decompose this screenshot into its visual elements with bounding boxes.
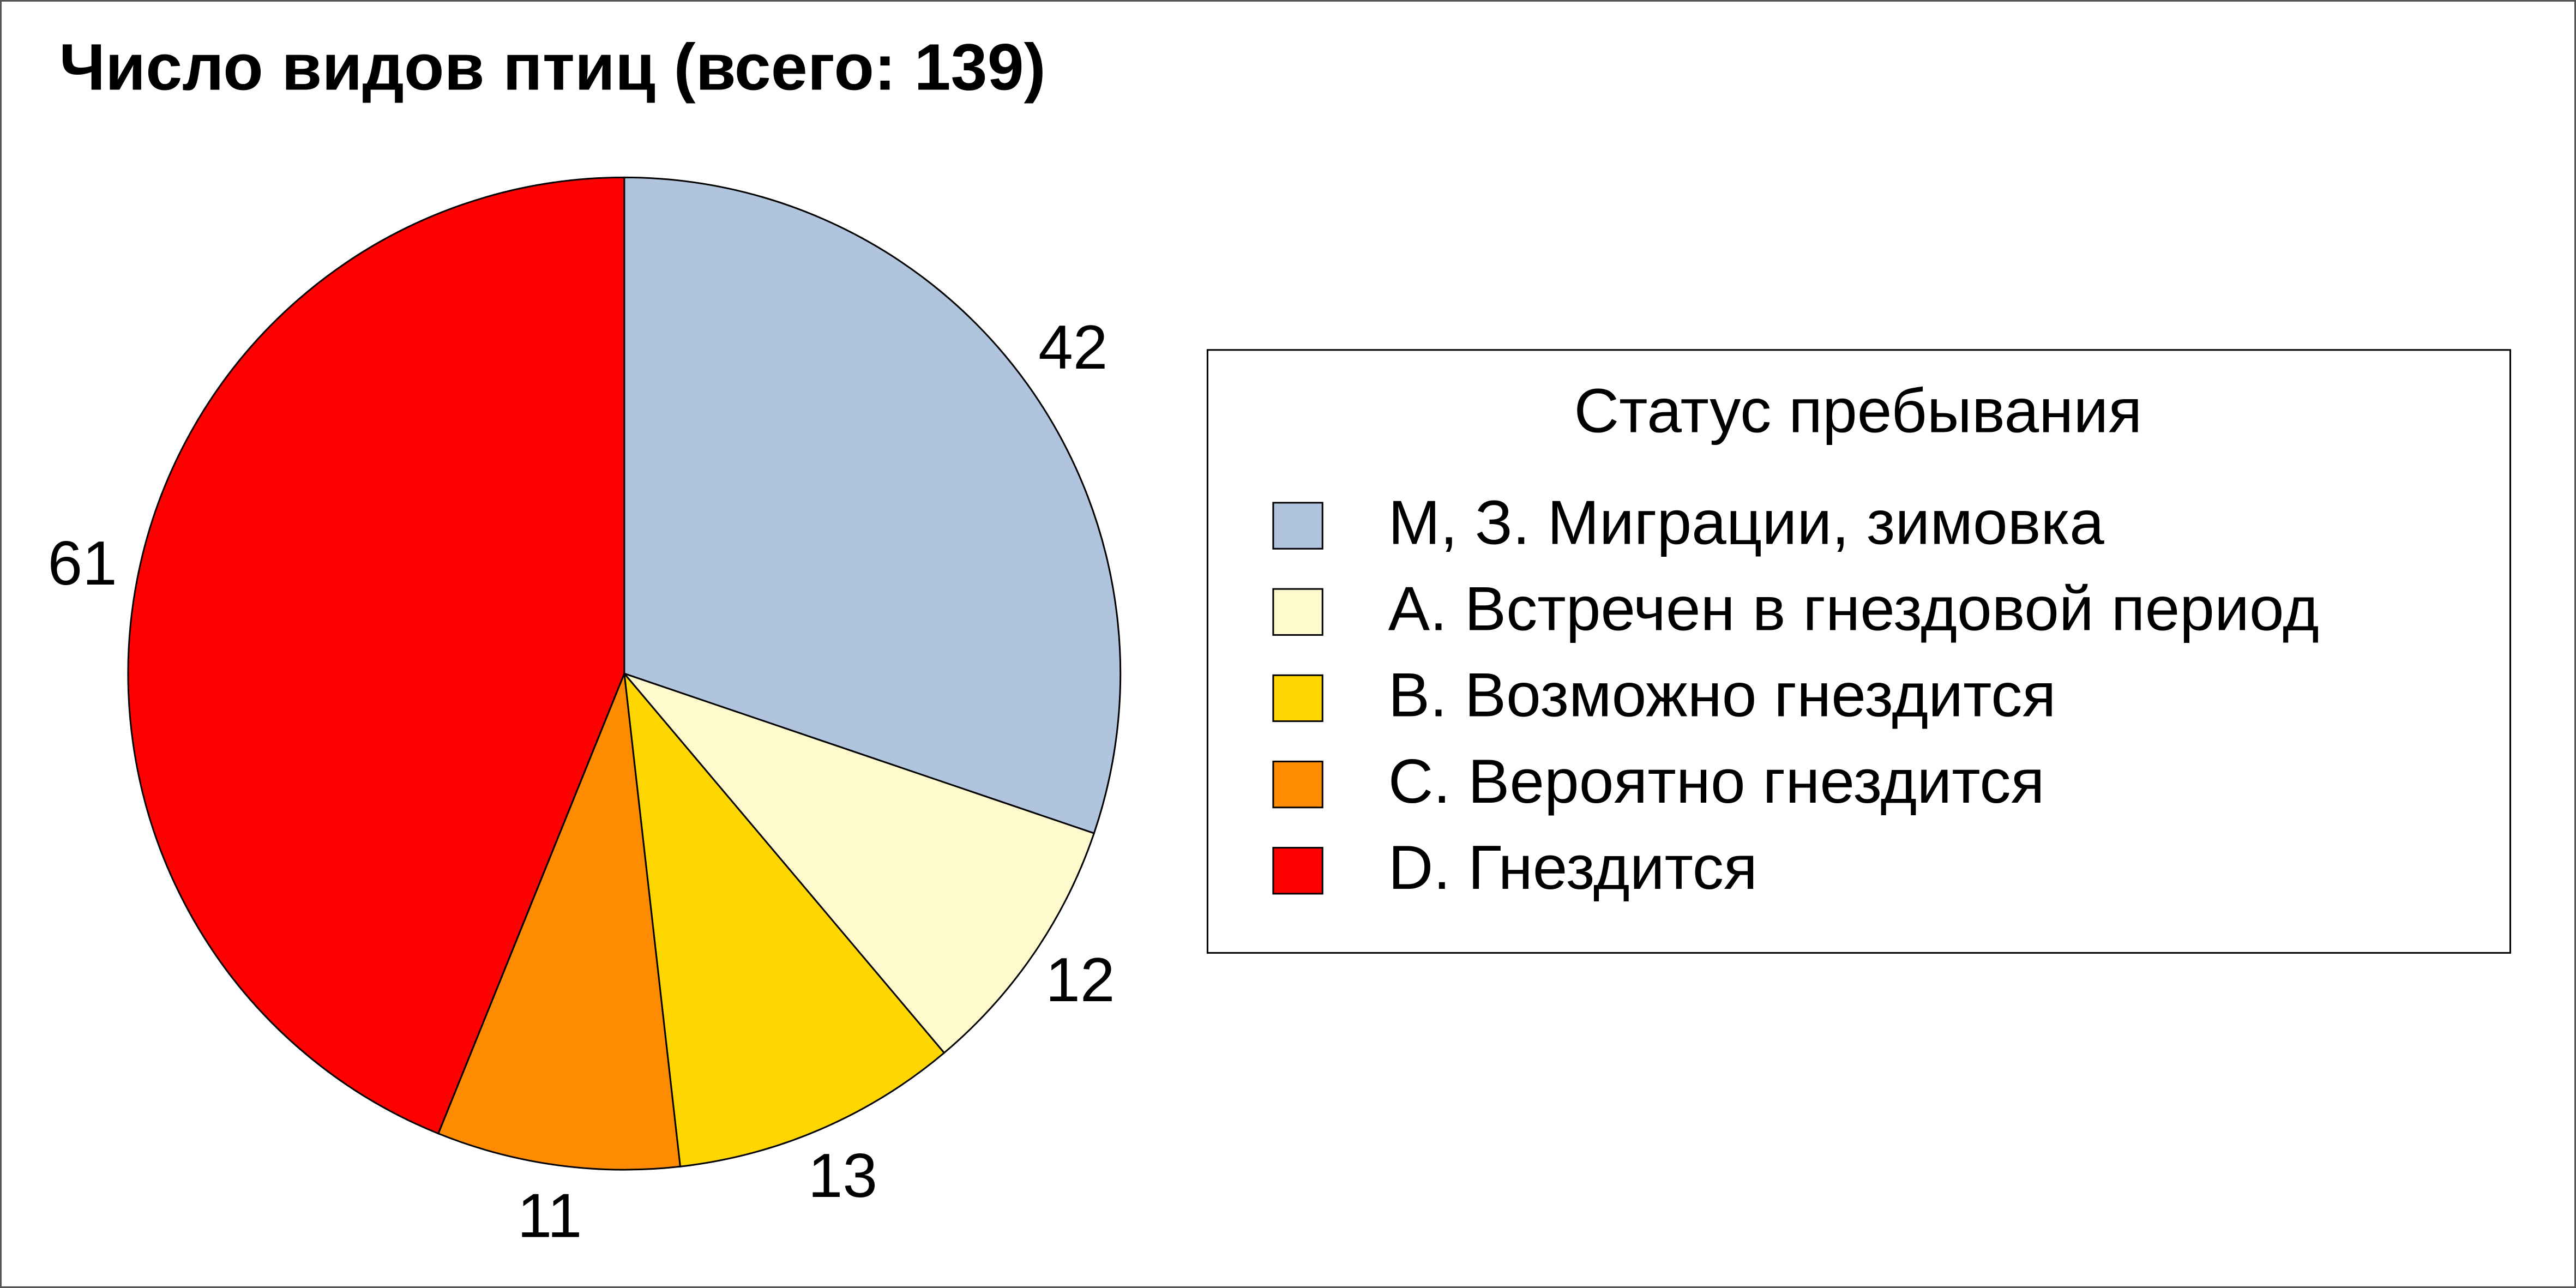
legend-label: А. Встречен в гнездовой период — [1388, 574, 2319, 643]
legend-swatch — [1272, 502, 1323, 550]
pie-slice — [623, 176, 1122, 835]
legend-box — [1206, 349, 2511, 954]
data-label: 42 — [1038, 312, 1108, 382]
legend-label: С. Вероятно гнездится — [1388, 747, 2045, 816]
pie-slice — [622, 672, 1096, 1054]
data-label: 13 — [808, 1141, 877, 1211]
pie-slice — [623, 671, 946, 1167]
legend-swatch — [1272, 674, 1323, 723]
legend-swatch — [1272, 588, 1323, 636]
pie-slice — [437, 673, 682, 1171]
legend-label: М, З. Миграции, зимовка — [1388, 487, 2104, 557]
legend-swatch — [1272, 760, 1323, 809]
data-label: 61 — [48, 528, 117, 598]
legend-label: D. Гнездится — [1388, 833, 1758, 902]
chart-title: Число видов птиц (всего: 139) — [59, 30, 1045, 104]
data-label: 12 — [1045, 945, 1115, 1015]
pie-slice — [127, 176, 625, 1135]
legend-title: Статус пребывания — [1574, 376, 2142, 446]
legend-label: В. Возможно гнездится — [1388, 660, 2056, 730]
data-label: 11 — [517, 1181, 582, 1250]
legend-swatch — [1272, 847, 1323, 895]
